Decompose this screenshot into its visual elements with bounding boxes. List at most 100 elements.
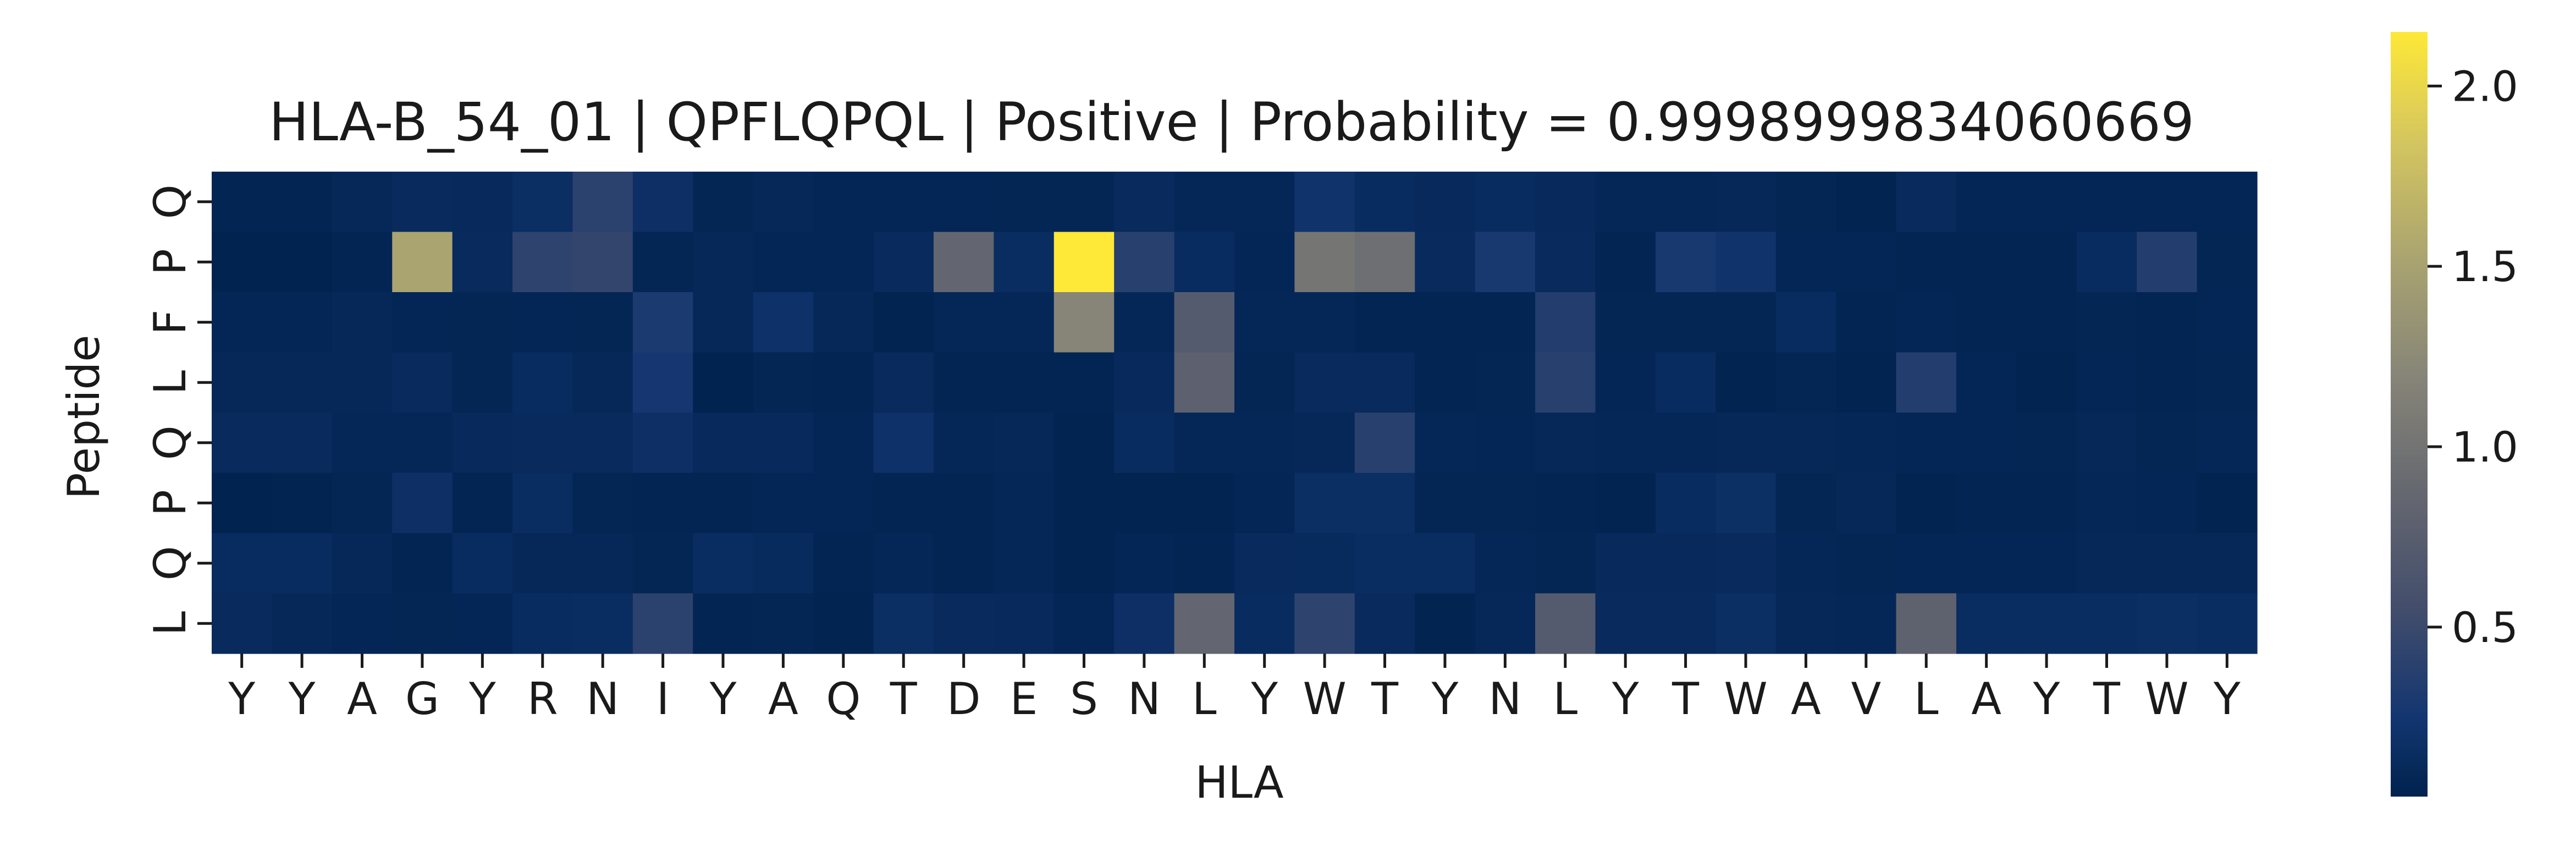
heatmap-cell: [2076, 533, 2137, 594]
heatmap-cell: [1174, 413, 1235, 474]
x-axis-label: HLA: [1195, 757, 1284, 808]
heatmap-cell: [1174, 593, 1235, 654]
heatmap-cell: [1836, 172, 1897, 233]
heatmap-cell: [452, 533, 513, 594]
heatmap-cell: [693, 172, 754, 233]
heatmap-cell: [392, 413, 453, 474]
heatmap-cell: [873, 292, 934, 353]
heatmap-cell: [1114, 593, 1175, 654]
heatmap-cell: [1716, 533, 1777, 594]
x-tick-label: R: [527, 673, 558, 725]
heatmap-cell: [212, 172, 273, 233]
heatmap-cell: [994, 533, 1055, 594]
heatmap-cell: [272, 533, 333, 594]
heatmap-cell: [512, 533, 573, 594]
heatmap-cell: [632, 172, 693, 233]
heatmap-cell: [1595, 473, 1656, 534]
x-tick-label: D: [947, 673, 981, 725]
heatmap-cell: [2197, 593, 2258, 654]
heatmap-cell: [1716, 172, 1777, 233]
heatmap-cell: [1836, 232, 1897, 293]
heatmap-cell: [1475, 232, 1536, 293]
heatmap-cell: [1716, 473, 1777, 534]
heatmap-cell: [1114, 413, 1175, 474]
heatmap-cell: [512, 413, 573, 474]
heatmap-cell: [1174, 352, 1235, 413]
heatmap-cell: [632, 413, 693, 474]
y-tick-label: P: [145, 490, 196, 516]
heatmap-cell: [452, 292, 513, 353]
heatmap-cell: [873, 473, 934, 534]
heatmap-cell: [332, 593, 393, 654]
x-tick-label: A: [1791, 673, 1821, 725]
heatmap-cell: [2016, 172, 2077, 233]
heatmap-cell: [933, 593, 994, 654]
heatmap-cell: [2076, 172, 2137, 233]
heatmap-cell: [1475, 172, 1536, 233]
heatmap-cell: [1956, 413, 2017, 474]
heatmap-cell: [2016, 292, 2077, 353]
heatmap-cell: [1174, 172, 1235, 233]
heatmap-cell: [572, 172, 633, 233]
x-tick-label: V: [1851, 673, 1881, 725]
heatmap-cell: [2016, 352, 2077, 413]
x-tick-label: N: [1128, 673, 1161, 725]
heatmap-cell: [452, 413, 513, 474]
x-tick-label: T: [2093, 673, 2121, 725]
heatmap-cell: [1655, 292, 1716, 353]
heatmap-cell: [212, 593, 273, 654]
heatmap-cell: [2137, 413, 2198, 474]
x-tick-label: N: [586, 673, 619, 725]
heatmap-cell: [813, 292, 874, 353]
heatmap-cell: [1294, 593, 1355, 654]
heatmap-cell: [1415, 292, 1476, 353]
heatmap-cell: [392, 473, 453, 534]
heatmap-cell: [1896, 172, 1957, 233]
heatmap-cell: [1896, 232, 1957, 293]
heatmap-cell: [1595, 593, 1656, 654]
heatmap-cell: [332, 413, 393, 474]
x-tick-label: Y: [1431, 673, 1459, 725]
heatmap-cell: [1535, 172, 1596, 233]
heatmap-cell: [813, 352, 874, 413]
y-axis-ticks: Q P F L Q P Q L: [145, 184, 212, 636]
heatmap-cell: [1535, 533, 1596, 594]
heatmap-cell: [933, 292, 994, 353]
x-tick-label: Q: [826, 673, 860, 725]
heatmap-cell: [1775, 593, 1836, 654]
heatmap-cell: [2197, 172, 2258, 233]
x-tick-label: W: [1303, 673, 1347, 725]
heatmap-cell: [2137, 593, 2198, 654]
y-tick-label: L: [145, 611, 196, 636]
x-tick-label: Y: [468, 673, 497, 725]
heatmap-cell: [1234, 352, 1295, 413]
heatmap-cell: [1775, 533, 1836, 594]
heatmap-cell: [212, 232, 273, 293]
heatmap-cell: [753, 292, 814, 353]
heatmap-cell: [272, 473, 333, 534]
heatmap-cell: [1114, 473, 1175, 534]
colorbar: 0.5 1.0 1.5 2.0: [2391, 32, 2518, 797]
heatmap-cell: [1053, 473, 1115, 534]
heatmap-cell: [994, 292, 1055, 353]
heatmap-cell: [753, 413, 814, 474]
heatmap-cell: [1595, 413, 1656, 474]
heatmap-cell: [693, 533, 754, 594]
heatmap-cell: [693, 473, 754, 534]
heatmap-cell: [1354, 413, 1415, 474]
heatmap-cell: [994, 473, 1055, 534]
y-tick-label: Q: [145, 546, 196, 580]
heatmap-cell: [332, 533, 393, 594]
heatmap-cell: [2137, 352, 2198, 413]
heatmap-cell: [1716, 292, 1777, 353]
chart-title: HLA-B_54_01 | QPFLQPQL | Positive | Prob…: [269, 91, 2194, 153]
heatmap-cell: [632, 292, 693, 353]
colorbar-gradient: [2391, 32, 2428, 797]
heatmap-cell: [2016, 473, 2077, 534]
heatmap-cell: [873, 413, 934, 474]
heatmap-cell: [572, 413, 633, 474]
heatmap-cell: [1234, 172, 1295, 233]
heatmap-cell: [272, 232, 333, 293]
heatmap-cell: [2016, 593, 2077, 654]
heatmap-cell: [632, 352, 693, 413]
